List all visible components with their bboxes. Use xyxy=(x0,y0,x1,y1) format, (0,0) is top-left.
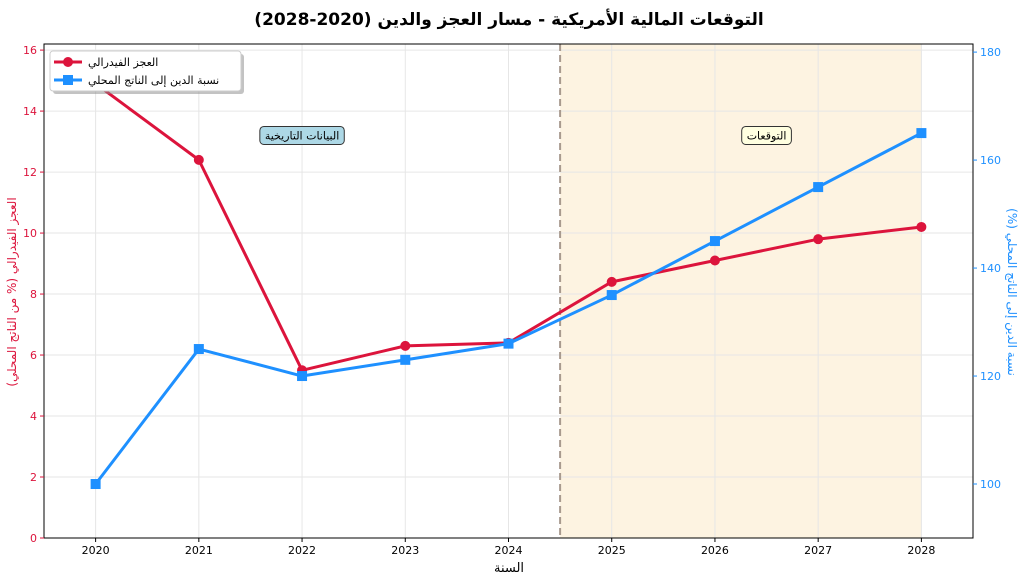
annotation-box xyxy=(741,125,792,145)
x-axis-label: السنة xyxy=(494,561,524,576)
y-right-tick-label: 160 xyxy=(980,154,1001,167)
legend-marker-square xyxy=(63,75,73,85)
data-point-circle xyxy=(813,234,824,245)
y-right-tick-label: 180 xyxy=(980,46,1001,59)
data-point-square xyxy=(813,182,824,193)
data-point-square xyxy=(916,128,927,139)
legend-box xyxy=(49,50,242,92)
data-point-circle xyxy=(606,276,617,287)
y-left-tick-label: 4 xyxy=(30,410,37,423)
data-point-square xyxy=(90,479,101,490)
data-point-square xyxy=(503,338,514,349)
x-tick-label: 2025 xyxy=(598,544,626,557)
y-left-tick-label: 16 xyxy=(23,44,37,57)
data-point-circle xyxy=(709,255,720,266)
y-right-tick-label: 120 xyxy=(980,370,1001,383)
plot-area: 2020 2021 2022 2023 2024 2025 2026 2027 2028 0 2 4 6… xyxy=(23,43,1001,557)
x-tick-label: 2026 xyxy=(701,544,729,557)
x-tick-label: 2024 xyxy=(495,544,523,557)
data-point-square xyxy=(193,344,204,355)
data-point-circle xyxy=(916,221,927,232)
annotation-text: التوقعات xyxy=(747,129,787,142)
y-right-tick-label: 100 xyxy=(980,478,1001,491)
y-axis-label-left: العجز الفيدرالي (% من الناتج المحلي) xyxy=(5,197,20,386)
legend-label: نسبة الدين إلى الناتج المحلي xyxy=(88,74,219,87)
annotation-text: البيانات التاريخية xyxy=(265,129,339,142)
y-right-tick-label: 140 xyxy=(980,262,1001,275)
data-point-square xyxy=(400,354,411,365)
legend: العجز الفيدرالي نسبة الدين إلى الناتج الم… xyxy=(49,50,244,94)
y-left-tick-label: 2 xyxy=(30,471,37,484)
x-tick-label: 2022 xyxy=(288,544,316,557)
annotation-forecast: التوقعات xyxy=(741,125,792,145)
y-left-tick-label: 14 xyxy=(23,105,37,118)
data-point-circle xyxy=(400,340,411,351)
legend-marker-circle xyxy=(63,57,73,67)
legend-label: العجز الفيدرالي xyxy=(88,56,158,69)
y-left-tick-label: 0 xyxy=(30,532,37,545)
chart-title: التوقعات المالية الأمريكية - مسار العجز … xyxy=(254,9,763,30)
y-axis-label-right: نسبة الدين إلى الناتج المحلي (%) xyxy=(1004,208,1019,376)
x-tick-label: 2023 xyxy=(391,544,419,557)
y-left-tick-label: 10 xyxy=(23,227,37,240)
data-point-square xyxy=(297,371,308,382)
x-tick-label: 2028 xyxy=(907,544,935,557)
y-left-tick-label: 8 xyxy=(30,288,37,301)
data-point-square xyxy=(709,236,720,247)
y-left-tick-label: 12 xyxy=(23,166,37,179)
annotation-box xyxy=(259,125,345,145)
annotation-historical: البيانات التاريخية xyxy=(259,125,345,145)
y-left-tick-label: 6 xyxy=(30,349,37,362)
x-tick-label: 2020 xyxy=(82,544,110,557)
data-point-circle xyxy=(193,154,204,165)
x-tick-label: 2021 xyxy=(185,544,213,557)
data-point-square xyxy=(606,290,617,301)
x-tick-label: 2027 xyxy=(804,544,832,557)
